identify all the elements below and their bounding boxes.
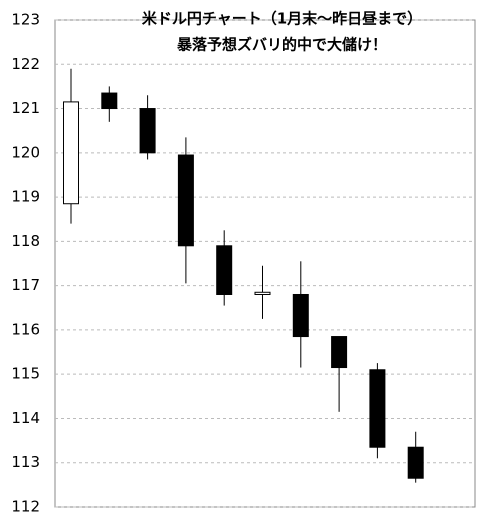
y-tick-label: 119: [11, 188, 40, 206]
candle-body: [254, 291, 271, 295]
candle-body: [63, 101, 79, 205]
y-tick-label: 120: [11, 143, 40, 161]
y-tick-label: 117: [11, 276, 40, 294]
y-tick-label: 121: [11, 99, 40, 117]
y-tick-label: 115: [11, 365, 40, 383]
candle-body: [177, 154, 194, 247]
y-tick-label: 113: [11, 453, 40, 471]
candle-body: [139, 108, 156, 154]
candle-body: [331, 336, 348, 369]
candle-body: [407, 446, 424, 479]
y-tick-label: 114: [11, 409, 40, 427]
y-tick-label: 118: [11, 232, 40, 250]
candle-body: [216, 245, 233, 295]
candle-body: [292, 293, 309, 338]
y-tick-label: 112: [11, 498, 40, 516]
plot-frame: [54, 19, 476, 508]
y-tick-label: 116: [11, 320, 40, 338]
candle-body: [101, 92, 118, 110]
y-tick-label: 123: [11, 11, 40, 29]
y-tick-label: 122: [11, 55, 40, 73]
chart-subtitle: 暴落予想ズバリ的中で大儲け！: [177, 36, 387, 54]
candle-body: [369, 369, 386, 448]
chart-title: 米ドル円チャート（1月末～昨日昼まで）: [142, 10, 422, 28]
